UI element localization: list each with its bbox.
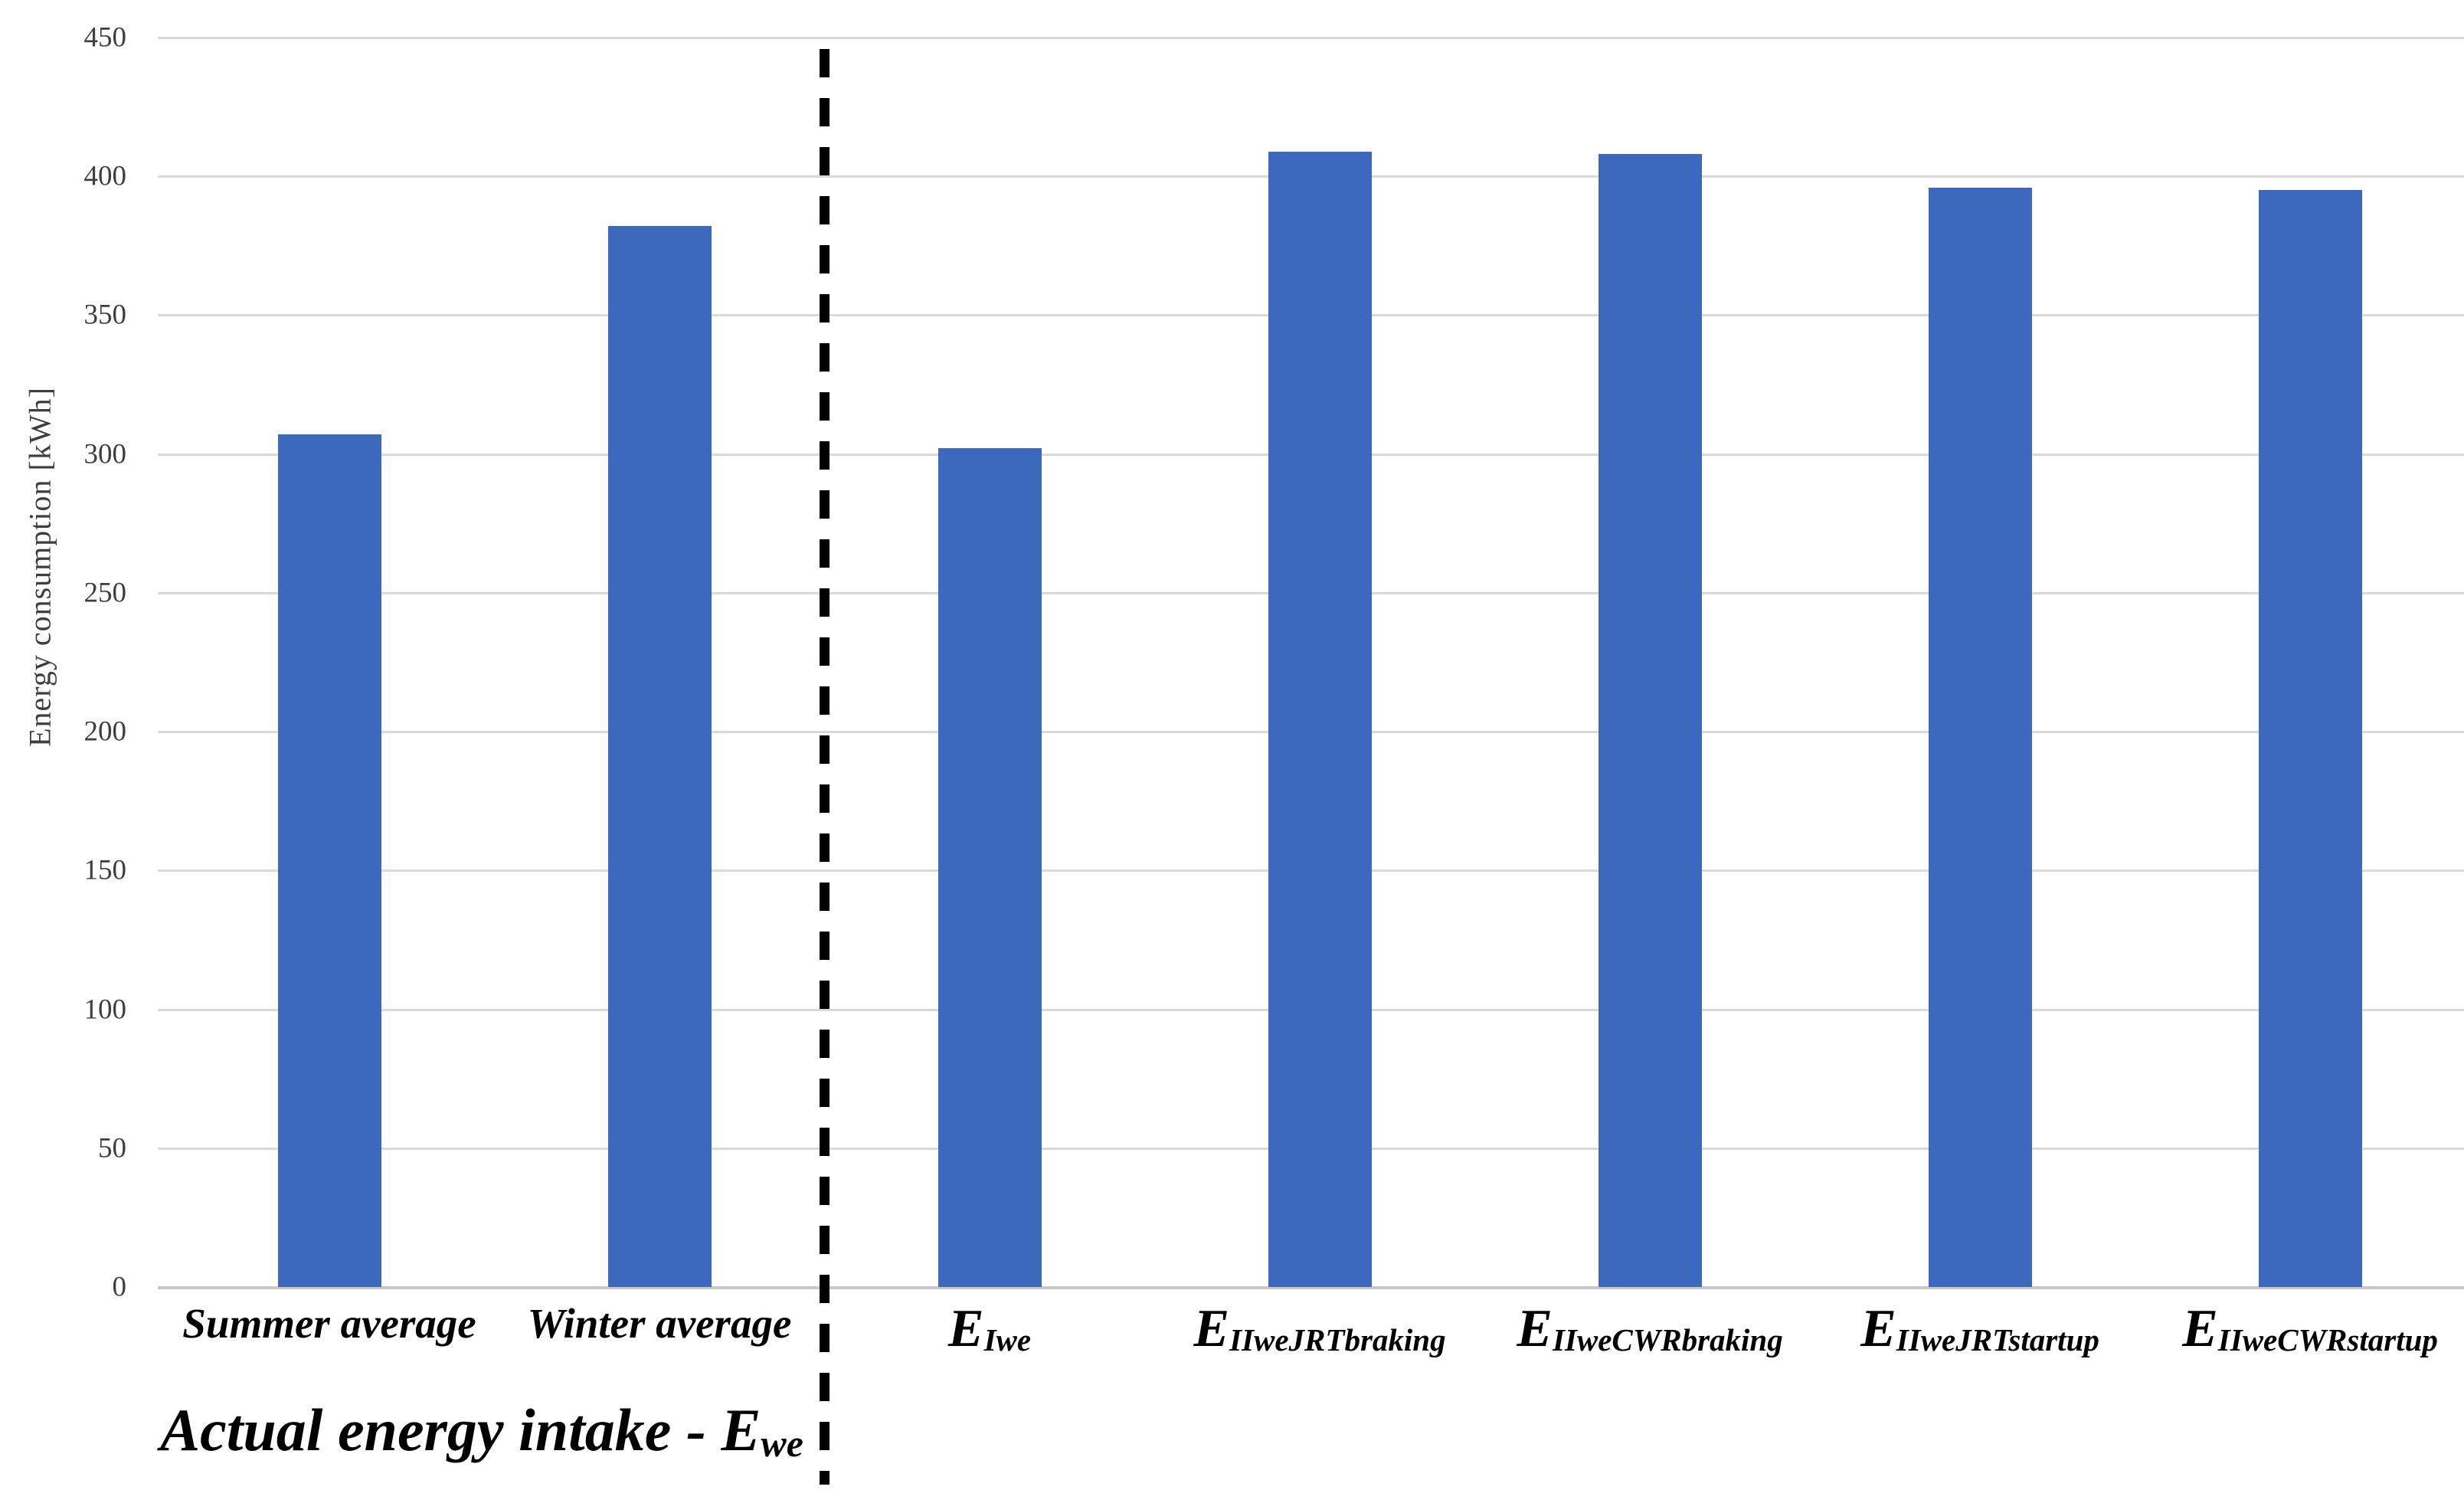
x-axis-label-text: E [947, 1299, 984, 1358]
x-axis-label-winter-average: Winter average [483, 1302, 836, 1344]
bar-e-iwe [937, 448, 1042, 1287]
group-annotation-subscript: we [761, 1422, 803, 1465]
x-axis-label-summer-average: Summer average [153, 1302, 506, 1344]
x-axis-label-subscript: IIweJRTstartup [1896, 1322, 2099, 1357]
bar-e-iiwecwrbraking [1598, 154, 1702, 1287]
x-axis-label-text: E [1193, 1299, 1230, 1358]
x-axis-label-subscript: IIweJRTbraking [1229, 1322, 1446, 1357]
x-axis-label-e-iiwejrtstartup: EIIweJRTstartup [1804, 1302, 2156, 1356]
x-axis-label-text: E [1517, 1299, 1553, 1358]
x-axis-label-text: E [2182, 1299, 2218, 1358]
y-tick-label-400: 400 [83, 160, 127, 192]
x-axis-label-e-iiwejrtbraking: EIIweJRTbraking [1144, 1302, 1496, 1356]
x-axis-label-e-iwe: EIwe [813, 1302, 1166, 1356]
bar-e-iiwejrtbraking [1268, 151, 1372, 1287]
y-tick-label-350: 350 [83, 299, 127, 331]
y-tick-label-450: 450 [83, 21, 127, 54]
y-tick-label-50: 50 [98, 1132, 126, 1164]
x-axis-label-text: Summer average [182, 1300, 476, 1347]
x-axis-label-e-iiwecwrstartup: EIIweCWRstartup [2134, 1302, 2464, 1356]
y-tick-label-300: 300 [83, 438, 127, 470]
dashed-separator-line [820, 49, 830, 1485]
bar-e-iiwejrtstartup [1928, 187, 2032, 1287]
x-axis-label-subscript: IIweCWRstartup [2217, 1322, 2438, 1357]
bar-winter-average [607, 226, 712, 1287]
y-tick-label-250: 250 [83, 577, 127, 609]
x-axis-label-subscript: Iwe [983, 1322, 1032, 1357]
group-annotation-text: Actual energy intake - E [160, 1397, 761, 1463]
x-axis-label-subscript: IIweCWRbraking [1552, 1322, 1783, 1357]
bar-summer-average [277, 434, 381, 1287]
y-tick-label-200: 200 [83, 716, 127, 748]
y-tick-label-100: 100 [83, 994, 127, 1026]
x-axis-label-text: Winter average [527, 1300, 792, 1347]
bar-e-iiwecwrstartup [2258, 190, 2362, 1287]
gridline-0 [158, 1286, 2464, 1289]
gridline-450 [158, 37, 2464, 39]
x-axis-label-text: E [1860, 1299, 1896, 1358]
y-tick-label-0: 0 [112, 1271, 127, 1303]
group-annotation: Actual energy intake - Ewe [160, 1397, 803, 1465]
x-axis-label-e-iiwecwrbraking: EIIweCWRbraking [1474, 1302, 1826, 1356]
y-tick-label-150: 150 [83, 854, 127, 886]
